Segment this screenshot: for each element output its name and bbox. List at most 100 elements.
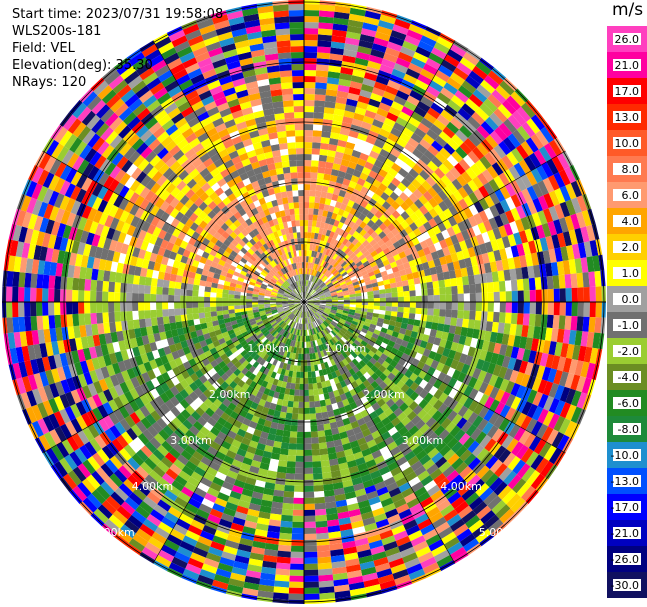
velocity-gate [443, 104, 458, 117]
velocity-gate [279, 448, 289, 456]
velocity-gate [447, 541, 463, 555]
velocity-gate [400, 46, 416, 58]
velocity-gate [435, 151, 447, 164]
velocity-gate [438, 131, 452, 143]
velocity-gate [378, 128, 391, 139]
velocity-gate [530, 252, 540, 266]
velocity-gate [308, 395, 315, 402]
velocity-gate [393, 187, 403, 197]
velocity-gate [462, 276, 470, 286]
velocity-gate [472, 501, 488, 515]
velocity-gate [479, 487, 494, 502]
velocity-gate [356, 101, 369, 110]
velocity-gate [499, 378, 510, 392]
velocity-gate [536, 365, 546, 380]
velocity-gate [488, 374, 499, 387]
velocity-gate [463, 453, 477, 466]
velocity-gate [348, 13, 365, 23]
velocity-gate [30, 316, 38, 331]
velocity-gate [458, 198, 469, 210]
velocity-gate [454, 500, 469, 514]
velocity-gate [360, 247, 368, 255]
velocity-gate [90, 312, 98, 325]
velocity-gate [349, 336, 356, 343]
velocity-gate [307, 238, 311, 245]
velocity-gate [433, 214, 443, 225]
velocity-gate [398, 167, 409, 178]
velocity-gate [315, 312, 321, 318]
velocity-gate [318, 28, 333, 36]
velocity-gate [357, 263, 365, 270]
velocity-gate [323, 423, 331, 431]
velocity-gate [463, 310, 470, 320]
velocity-gate [379, 372, 388, 382]
velocity-gate [472, 176, 484, 189]
velocity-gate [378, 285, 385, 291]
velocity-gate [401, 487, 414, 498]
velocity-gate [330, 310, 337, 315]
velocity-gate [278, 417, 286, 425]
velocity-gate [339, 127, 351, 136]
velocity-gate [132, 293, 139, 302]
velocity-gate [379, 293, 386, 298]
velocity-gate [175, 275, 183, 283]
velocity-gate [308, 220, 313, 227]
velocity-gate [192, 307, 199, 314]
velocity-gate [522, 349, 531, 362]
velocity-gate [482, 421, 494, 435]
velocity-gate [175, 321, 183, 329]
velocity-gate [168, 294, 175, 302]
velocity-gate [397, 51, 413, 63]
velocity-gate [319, 306, 326, 309]
velocity-gate [427, 335, 436, 344]
velocity-gate [289, 581, 304, 588]
velocity-gate [347, 270, 355, 276]
velocity-gate [375, 258, 383, 265]
velocity-gate [454, 429, 466, 442]
velocity-gate [162, 302, 169, 310]
velocity-gate [566, 245, 575, 261]
velocity-gate [366, 376, 375, 385]
velocity-gate [541, 366, 552, 382]
velocity-gate [323, 310, 330, 315]
velocity-gate [507, 257, 516, 270]
velocity-gate [550, 262, 559, 276]
velocity-gate [433, 97, 448, 110]
velocity-gate [409, 372, 419, 382]
velocity-gate [319, 298, 326, 301]
velocity-gate [526, 470, 541, 486]
velocity-gate [304, 250, 307, 257]
velocity-gate [560, 246, 569, 261]
velocity-gate [341, 285, 348, 290]
velocity-gate [562, 329, 571, 344]
velocity-gate [309, 288, 314, 294]
velocity-gate [186, 283, 194, 291]
velocity-gate [409, 296, 416, 302]
velocity-gate [357, 244, 365, 252]
velocity-gate [386, 482, 399, 492]
velocity-gate [391, 331, 400, 338]
velocity-gate [304, 509, 316, 516]
velocity-gate [311, 269, 315, 276]
velocity-gate [442, 159, 455, 171]
velocity-gate [192, 313, 200, 320]
velocity-gate [506, 493, 521, 509]
velocity-gate [335, 362, 342, 370]
velocity-gate [423, 149, 436, 161]
velocity-gate [313, 305, 319, 309]
velocity-gate [352, 230, 360, 239]
velocity-gate [463, 284, 470, 294]
velocity-gate [376, 107, 389, 118]
velocity-gate [304, 280, 307, 287]
velocity-gate [447, 182, 458, 194]
velocity-gate [395, 258, 403, 267]
velocity-gate [329, 331, 335, 338]
velocity-gate [373, 298, 380, 302]
velocity-gate [333, 350, 339, 358]
velocity-gate [293, 497, 304, 504]
velocity-gate [520, 216, 531, 231]
velocity-gate [491, 271, 499, 283]
velocity-gate [493, 415, 505, 429]
velocity-gate [518, 430, 531, 445]
velocity-gate [353, 284, 360, 289]
